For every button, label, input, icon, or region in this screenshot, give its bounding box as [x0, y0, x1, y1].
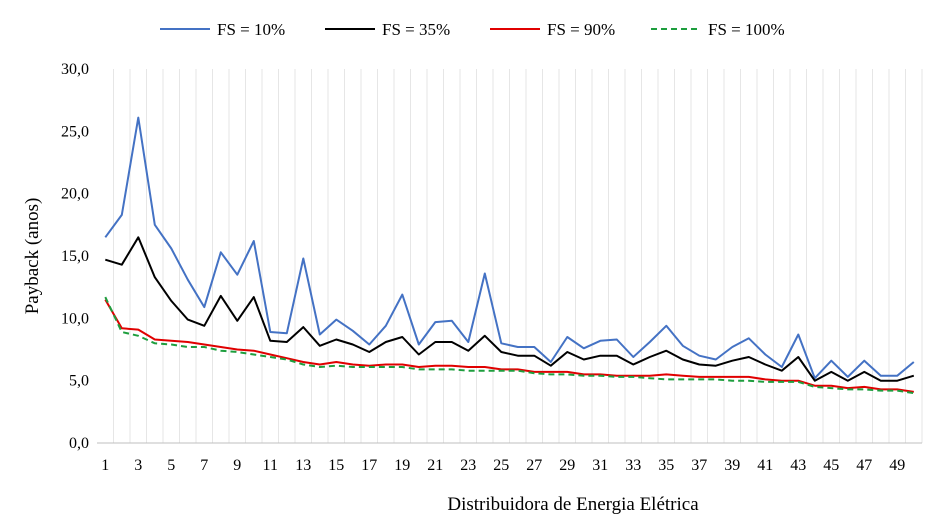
x-tick-label: 17: [361, 457, 377, 474]
x-tick-label: 1: [101, 457, 109, 474]
legend-label-1: FS = 10%: [217, 20, 285, 39]
x-tick-label: 11: [263, 457, 278, 474]
x-tick-label: 39: [724, 457, 740, 474]
x-tick-label: 7: [200, 457, 208, 474]
x-tick-label: 21: [427, 457, 443, 474]
x-tick-label: 33: [625, 457, 641, 474]
x-tick-label: 15: [328, 457, 344, 474]
x-tick-label: 9: [233, 457, 241, 474]
x-tick-label: 41: [757, 457, 773, 474]
series-line-2: [105, 236, 915, 382]
x-tick-label: 5: [167, 457, 175, 474]
y-tick-label: 30,0: [61, 61, 89, 78]
x-tick-label: 35: [658, 457, 674, 474]
legend-label-2: FS = 35%: [382, 20, 450, 39]
x-tick-label: 23: [460, 457, 476, 474]
x-tick-label: 47: [856, 457, 872, 474]
x-tick-label: 19: [394, 457, 410, 474]
x-tick-labels: 1 3 5 7 9 11 13 15 17 19 21 23 25 27 29 31 33 35 37 39 41 43 4…: [101, 457, 905, 474]
x-tick-label: 27: [526, 457, 542, 474]
y-tick-label: 10,0: [61, 310, 89, 327]
vertical-gridlines: [113, 69, 923, 443]
series-lines: [104, 116, 915, 395]
y-tick-label: 20,0: [61, 186, 89, 203]
x-tick-label: 13: [295, 457, 311, 474]
x-tick-label: 3: [134, 457, 142, 474]
series-line-3: [104, 299, 914, 393]
y-tick-label: 0,0: [69, 435, 89, 452]
y-tick-label: 5,0: [69, 373, 89, 390]
y-tick-label: 15,0: [61, 248, 89, 265]
y-tick-labels: 0,0 5,0 10,0 15,0 20,0 25,0 30,0: [61, 61, 89, 452]
x-axis-title: Distribuidora de Energia Elétrica: [447, 494, 699, 515]
y-axis-title: Payback (anos): [22, 198, 43, 315]
legend-label-3: FS = 90%: [547, 20, 615, 39]
x-tick-label: 29: [559, 457, 575, 474]
x-tick-label: 25: [493, 457, 509, 474]
x-tick-label: 43: [790, 457, 806, 474]
x-tick-label: 49: [889, 457, 905, 474]
series-line-1: [104, 116, 915, 380]
legend: FS = 10% FS = 35% FS = 90% FS = 100%: [160, 20, 785, 39]
x-tick-label: 31: [592, 457, 608, 474]
y-tick-label: 25,0: [61, 123, 89, 140]
legend-label-4: FS = 100%: [708, 20, 785, 39]
x-tick-label: 45: [823, 457, 839, 474]
x-tick-label: 37: [691, 457, 707, 474]
series-line-4: [104, 296, 914, 395]
